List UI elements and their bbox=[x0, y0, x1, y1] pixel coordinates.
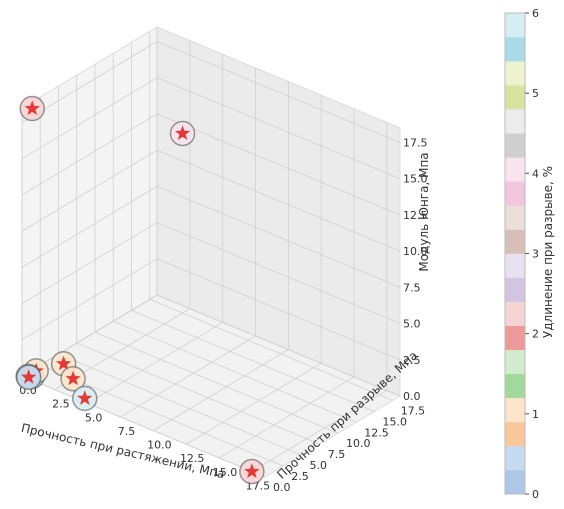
colorbar-segment bbox=[505, 205, 525, 230]
axes-panes bbox=[20, 26, 402, 478]
colorbar-segment bbox=[505, 181, 525, 206]
grid-line bbox=[120, 335, 256, 418]
grid-line bbox=[21, 149, 158, 232]
y-tick-label: 2.5 bbox=[291, 470, 309, 483]
colorbar-segment bbox=[505, 397, 525, 423]
colorbar-tick-label: 3 bbox=[532, 248, 539, 261]
star-marker bbox=[65, 370, 81, 386]
grid-line bbox=[87, 321, 223, 404]
grid-line bbox=[251, 390, 388, 472]
y-tick-label: 15.0 bbox=[382, 415, 407, 428]
y-tick-label: 17.5 bbox=[401, 404, 426, 417]
star-marker bbox=[21, 369, 37, 384]
grid-line bbox=[58, 353, 302, 456]
grid-line bbox=[131, 309, 375, 412]
grid-line bbox=[156, 294, 401, 397]
colorbar-segment bbox=[505, 109, 525, 134]
colorbar-label: Удлинение при разрыве, % bbox=[541, 166, 555, 338]
star-marker bbox=[77, 390, 93, 405]
grid-line bbox=[185, 362, 322, 445]
colorbar-segment bbox=[505, 373, 525, 399]
y-tick-label: 7.5 bbox=[328, 448, 346, 461]
x-tick-label: 15.0 bbox=[213, 466, 238, 479]
colorbar-segment bbox=[505, 301, 525, 326]
colorbar-segment bbox=[505, 325, 525, 350]
grid-line bbox=[21, 186, 158, 268]
z-tick-label: 10.0 bbox=[403, 245, 428, 258]
z-tick-label: 7.5 bbox=[403, 281, 421, 294]
y-tick-label: 10.0 bbox=[346, 437, 371, 450]
x-tick-label: 7.5 bbox=[118, 425, 136, 438]
grid-line bbox=[149, 299, 393, 401]
colorbar-tick-label: 4 bbox=[532, 167, 539, 180]
grid-line bbox=[21, 113, 158, 196]
z-tick-label: 5.0 bbox=[403, 318, 421, 331]
y-tick-label: 0.0 bbox=[273, 481, 291, 494]
z-axis-label: Модуль Юнга, Мпа bbox=[417, 152, 431, 271]
grid-line bbox=[156, 258, 401, 361]
x-tick-label: 5.0 bbox=[85, 411, 103, 424]
grid-lines bbox=[21, 27, 401, 478]
x-tick-label: 10.0 bbox=[147, 439, 172, 452]
star-marker bbox=[55, 355, 72, 371]
colorbar-segment bbox=[505, 253, 525, 278]
z-tick-label: 12.5 bbox=[403, 209, 428, 222]
colorbar-segment bbox=[505, 421, 525, 447]
colorbar-segment bbox=[505, 133, 525, 158]
star-marker bbox=[24, 100, 40, 116]
data-points bbox=[15, 95, 265, 485]
colorbar-tick-label: 5 bbox=[532, 87, 539, 100]
tick-labels: 0.02.55.07.510.012.515.017.5 0.02.55.07.5… bbox=[19, 136, 427, 494]
data-point bbox=[19, 95, 45, 122]
colorbar-segment bbox=[505, 13, 525, 38]
colorbar-tick-label: 2 bbox=[532, 328, 539, 341]
grid-line bbox=[76, 342, 320, 445]
grid-line bbox=[156, 41, 401, 143]
colorbar: 0 1 2 3 4 5 6 bbox=[504, 7, 539, 501]
x-tick-label: 12.5 bbox=[180, 452, 205, 465]
colorbar-segment bbox=[505, 157, 525, 182]
colorbar-segment bbox=[505, 37, 525, 62]
data-point bbox=[60, 365, 86, 392]
colorbar-tick-label: 6 bbox=[532, 7, 539, 20]
data-point bbox=[169, 120, 196, 147]
colorbar-segment bbox=[505, 229, 525, 254]
star-marker bbox=[244, 463, 260, 479]
grid-line bbox=[218, 376, 355, 459]
colorbar-segment bbox=[505, 349, 525, 375]
grid-line bbox=[156, 77, 401, 180]
x-tick-label: 2.5 bbox=[52, 398, 70, 411]
y-tick-label: 12.5 bbox=[364, 426, 389, 439]
grid-line bbox=[156, 185, 401, 288]
colorbar-segment bbox=[505, 277, 525, 302]
data-point bbox=[15, 364, 42, 391]
grid-line bbox=[113, 320, 357, 423]
z-tick-label: 17.5 bbox=[403, 136, 428, 149]
z-tick-label: 0.0 bbox=[403, 390, 421, 403]
grid-line bbox=[21, 258, 158, 341]
z-tick-label: 15.0 bbox=[403, 173, 428, 186]
colorbar-segment bbox=[505, 445, 525, 471]
grid-line bbox=[21, 375, 266, 478]
grid-line bbox=[156, 149, 401, 252]
colorbar-tick-label: 0 bbox=[532, 488, 539, 501]
grid-line bbox=[21, 222, 158, 304]
z-tick-label: 2.5 bbox=[403, 354, 421, 367]
colorbar-tick-label: 1 bbox=[532, 408, 539, 421]
grid-line bbox=[156, 222, 401, 324]
grid-line bbox=[94, 331, 339, 434]
grid-line bbox=[153, 349, 289, 431]
y-tick-label: 5.0 bbox=[309, 459, 327, 472]
colorbar-segment bbox=[505, 85, 525, 110]
colorbar-segment bbox=[505, 61, 525, 86]
grid-line bbox=[156, 113, 401, 216]
grid-line bbox=[21, 77, 158, 160]
data-point bbox=[72, 385, 98, 412]
star-marker bbox=[174, 125, 191, 140]
colorbar-segment bbox=[505, 469, 525, 495]
data-point bbox=[239, 458, 265, 485]
